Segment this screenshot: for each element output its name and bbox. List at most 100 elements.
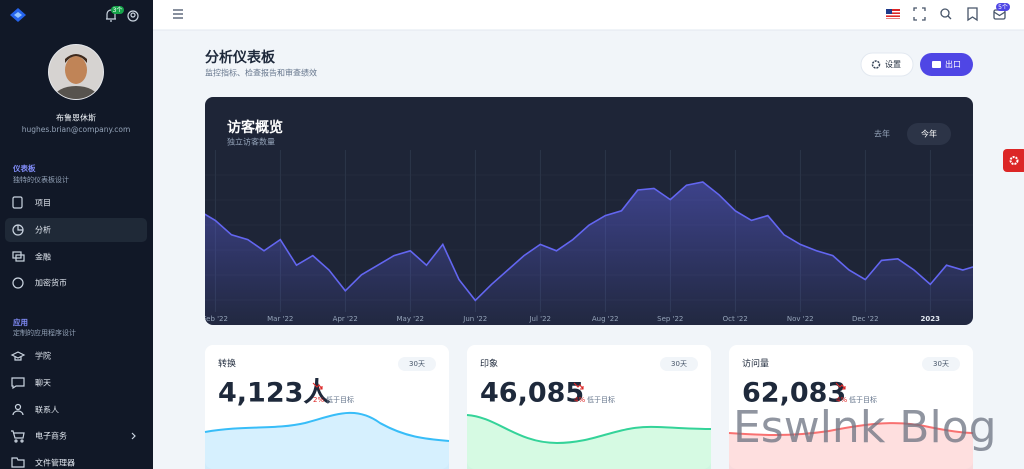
x-tick-label: Dec '22: [852, 315, 879, 323]
card-change: 4%: [836, 396, 847, 404]
card-value: 46,085: [480, 378, 584, 409]
nav-label: 金融: [35, 252, 51, 262]
badge-bg: [996, 3, 1010, 11]
logo[interactable]: [10, 8, 26, 22]
period-selector[interactable]: 30天: [660, 357, 698, 371]
nav-item[interactable]: 联系人: [12, 403, 59, 416]
nav-label: 联系人: [35, 405, 59, 415]
nav-label: 项目: [35, 199, 51, 208]
tab-active[interactable]: 今年: [907, 123, 951, 145]
x-tick-label: Apr '22: [333, 315, 358, 323]
export-button[interactable]: 出口: [920, 53, 973, 76]
period-label: 30天: [671, 360, 687, 368]
tab[interactable]: 去年: [874, 129, 890, 139]
button-label: 出口: [945, 59, 961, 69]
user-menu-button[interactable]: [127, 10, 139, 22]
area: [205, 182, 973, 325]
nav-item[interactable]: 项目: [12, 196, 51, 209]
notifications-button[interactable]: 3个: [106, 6, 124, 22]
sparkline-area: [467, 415, 711, 469]
notification-badge: 3个: [113, 7, 123, 14]
card-note: 低于目标: [326, 395, 354, 404]
nav-label: 电子商务: [35, 431, 67, 441]
nav-label: 聊天: [35, 379, 51, 388]
x-tick-label: Oct '22: [723, 315, 748, 323]
period-bg: [660, 357, 698, 371]
card-note: 低于目标: [849, 395, 877, 404]
messages-button[interactable]: 5个: [993, 3, 1010, 20]
trend-arrow: [835, 382, 846, 390]
sparkline: [466, 414, 712, 445]
nav-label: 文件管理器: [35, 458, 75, 468]
period-label: 30天: [409, 360, 425, 368]
page-subtitle: 监控指标、检查报告和审查绩效: [205, 68, 317, 78]
x-tick-label: Sep '22: [657, 315, 683, 323]
x-tick-label: May '22: [396, 315, 424, 323]
section-subtitle: 独特的仪表板设计: [13, 175, 69, 184]
nav-label: 加密货币: [35, 278, 67, 288]
chart-title: 访客概览: [227, 119, 283, 136]
x-tick-label: Feb '22: [203, 315, 228, 323]
button-label: 设置: [885, 59, 901, 69]
card-title: 访问量: [742, 358, 769, 370]
card-value: 4,123人: [218, 378, 330, 409]
card-change: 2%: [313, 396, 324, 404]
x-tick-label: Jun '22: [462, 315, 487, 323]
sparkline: [204, 411, 450, 442]
search-button[interactable]: [940, 8, 952, 20]
x-tick-label: 2023: [921, 315, 941, 323]
period-selector[interactable]: 30天: [922, 357, 960, 371]
nav-item[interactable]: 文件管理器: [11, 457, 75, 468]
sparkline-area: [729, 423, 973, 469]
language-flag[interactable]: [886, 9, 900, 19]
settings-button[interactable]: 设置: [860, 52, 914, 77]
message-badge: 5个: [998, 4, 1008, 11]
card-value: 62,083: [742, 378, 846, 409]
nav-label: 分析: [35, 225, 51, 235]
user-name: 布鲁恩休斯: [56, 113, 96, 123]
nav-item[interactable]: 加密货币: [12, 277, 67, 289]
avatar: [48, 44, 104, 100]
nav-item[interactable]: 电子商务: [11, 430, 136, 443]
trend-arrow: [312, 382, 323, 390]
settings-drawer-button[interactable]: [1003, 149, 1024, 172]
bookmark-button[interactable]: [967, 7, 978, 22]
nav-item[interactable]: 聊天: [11, 377, 51, 390]
period-bg: [398, 357, 436, 371]
sparkline: [728, 422, 974, 436]
card-change: 4%: [574, 396, 585, 404]
x-tick-label: Nov '22: [787, 315, 814, 323]
card-note: 低于目标: [587, 395, 615, 404]
nav-item-active[interactable]: 分析: [5, 218, 147, 242]
fullscreen-button[interactable]: [913, 7, 926, 21]
line: [205, 181, 973, 302]
chart-plot: Feb '22 Mar '22 Apr '22 May '22 Jun '22 Jul '…: [203, 150, 973, 325]
section-title: 应用: [13, 317, 28, 327]
trend-arrow: [573, 382, 584, 390]
sparkline-area: [205, 412, 449, 469]
nav-item[interactable]: 学院: [10, 351, 51, 361]
x-tick-label: Aug '22: [592, 315, 619, 323]
period-selector[interactable]: 30天: [398, 357, 436, 371]
tab-label: 今年: [921, 129, 937, 139]
period-label: 30天: [933, 360, 949, 368]
card-title: 转换: [218, 358, 236, 370]
x-tick-label: Mar '22: [267, 315, 293, 323]
period-bg: [922, 357, 960, 371]
tab-label: 去年: [874, 129, 890, 139]
x-tick-label: Jul '22: [528, 315, 551, 323]
topbar: [153, 0, 1024, 30]
page-title: 分析仪表板: [205, 49, 276, 66]
card-title: 印象: [480, 358, 498, 370]
user-email: hughes.brian@company.com: [22, 125, 131, 134]
nav-item[interactable]: 金融: [12, 251, 51, 262]
menu-toggle[interactable]: [173, 9, 183, 19]
section-subtitle: 定制的应用程序设计: [13, 328, 76, 337]
chart-subtitle: 独立访客数量: [227, 137, 275, 147]
